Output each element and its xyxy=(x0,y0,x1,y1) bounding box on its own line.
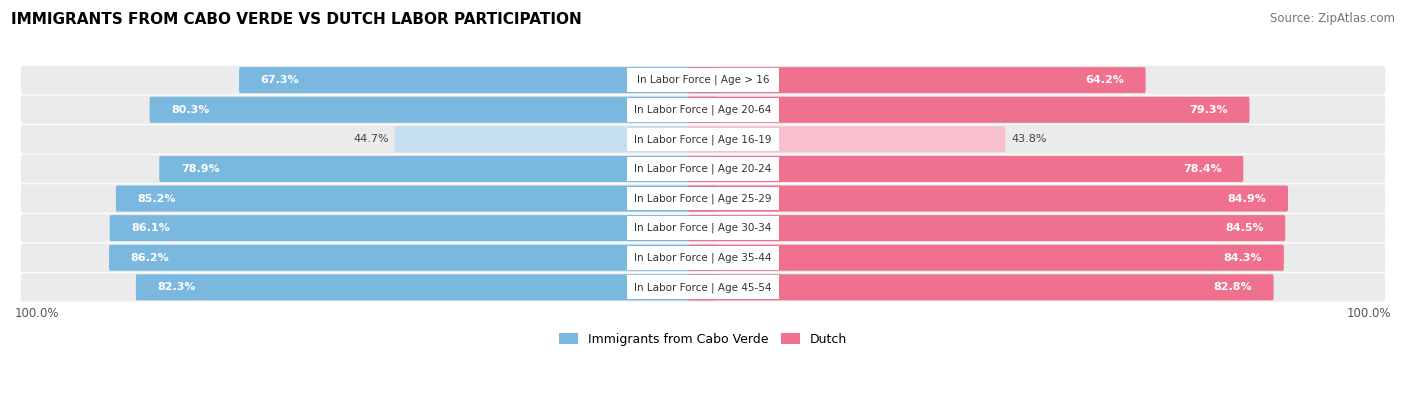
FancyBboxPatch shape xyxy=(115,186,717,212)
Text: 82.8%: 82.8% xyxy=(1213,282,1251,292)
FancyBboxPatch shape xyxy=(689,67,1146,93)
Legend: Immigrants from Cabo Verde, Dutch: Immigrants from Cabo Verde, Dutch xyxy=(554,327,852,351)
FancyBboxPatch shape xyxy=(136,274,717,300)
Text: In Labor Force | Age 20-24: In Labor Force | Age 20-24 xyxy=(634,164,772,174)
Bar xyxy=(627,246,779,269)
Text: In Labor Force | Age 25-29: In Labor Force | Age 25-29 xyxy=(634,193,772,204)
Bar xyxy=(627,275,779,299)
FancyBboxPatch shape xyxy=(689,156,1243,182)
Text: 67.3%: 67.3% xyxy=(260,75,299,85)
Text: 84.3%: 84.3% xyxy=(1223,253,1263,263)
FancyBboxPatch shape xyxy=(21,125,1385,154)
Text: 84.9%: 84.9% xyxy=(1227,194,1267,203)
Bar xyxy=(627,98,779,122)
FancyBboxPatch shape xyxy=(21,273,1385,301)
Bar xyxy=(627,216,779,240)
FancyBboxPatch shape xyxy=(239,67,717,93)
Text: 44.7%: 44.7% xyxy=(353,134,388,144)
FancyBboxPatch shape xyxy=(689,126,1005,152)
Text: 82.3%: 82.3% xyxy=(157,282,195,292)
Bar xyxy=(627,157,779,181)
Text: 86.1%: 86.1% xyxy=(131,223,170,233)
FancyBboxPatch shape xyxy=(689,274,1274,300)
Text: In Labor Force | Age > 16: In Labor Force | Age > 16 xyxy=(637,75,769,85)
Text: 43.8%: 43.8% xyxy=(1011,134,1046,144)
Bar xyxy=(627,187,779,211)
Text: 100.0%: 100.0% xyxy=(15,307,59,320)
Text: In Labor Force | Age 30-34: In Labor Force | Age 30-34 xyxy=(634,223,772,233)
Text: Source: ZipAtlas.com: Source: ZipAtlas.com xyxy=(1270,12,1395,25)
Text: 78.9%: 78.9% xyxy=(181,164,219,174)
Text: 64.2%: 64.2% xyxy=(1085,75,1123,85)
FancyBboxPatch shape xyxy=(395,126,717,152)
FancyBboxPatch shape xyxy=(110,245,717,271)
FancyBboxPatch shape xyxy=(689,97,1250,123)
Text: 85.2%: 85.2% xyxy=(138,194,176,203)
FancyBboxPatch shape xyxy=(21,155,1385,183)
FancyBboxPatch shape xyxy=(21,66,1385,94)
FancyBboxPatch shape xyxy=(689,245,1284,271)
Text: 86.2%: 86.2% xyxy=(131,253,169,263)
FancyBboxPatch shape xyxy=(689,215,1285,241)
FancyBboxPatch shape xyxy=(21,214,1385,243)
FancyBboxPatch shape xyxy=(110,215,717,241)
FancyBboxPatch shape xyxy=(21,96,1385,124)
FancyBboxPatch shape xyxy=(149,97,717,123)
Text: 80.3%: 80.3% xyxy=(172,105,209,115)
FancyBboxPatch shape xyxy=(159,156,717,182)
Text: In Labor Force | Age 45-54: In Labor Force | Age 45-54 xyxy=(634,282,772,293)
Bar xyxy=(627,128,779,151)
Text: 78.4%: 78.4% xyxy=(1182,164,1222,174)
Text: In Labor Force | Age 16-19: In Labor Force | Age 16-19 xyxy=(634,134,772,145)
Text: 84.5%: 84.5% xyxy=(1225,223,1264,233)
Text: In Labor Force | Age 35-44: In Labor Force | Age 35-44 xyxy=(634,252,772,263)
FancyBboxPatch shape xyxy=(21,244,1385,272)
FancyBboxPatch shape xyxy=(21,184,1385,213)
Text: 79.3%: 79.3% xyxy=(1189,105,1227,115)
Bar xyxy=(627,68,779,92)
Text: IMMIGRANTS FROM CABO VERDE VS DUTCH LABOR PARTICIPATION: IMMIGRANTS FROM CABO VERDE VS DUTCH LABO… xyxy=(11,12,582,27)
Text: 100.0%: 100.0% xyxy=(1347,307,1391,320)
Text: In Labor Force | Age 20-64: In Labor Force | Age 20-64 xyxy=(634,105,772,115)
FancyBboxPatch shape xyxy=(689,186,1288,212)
